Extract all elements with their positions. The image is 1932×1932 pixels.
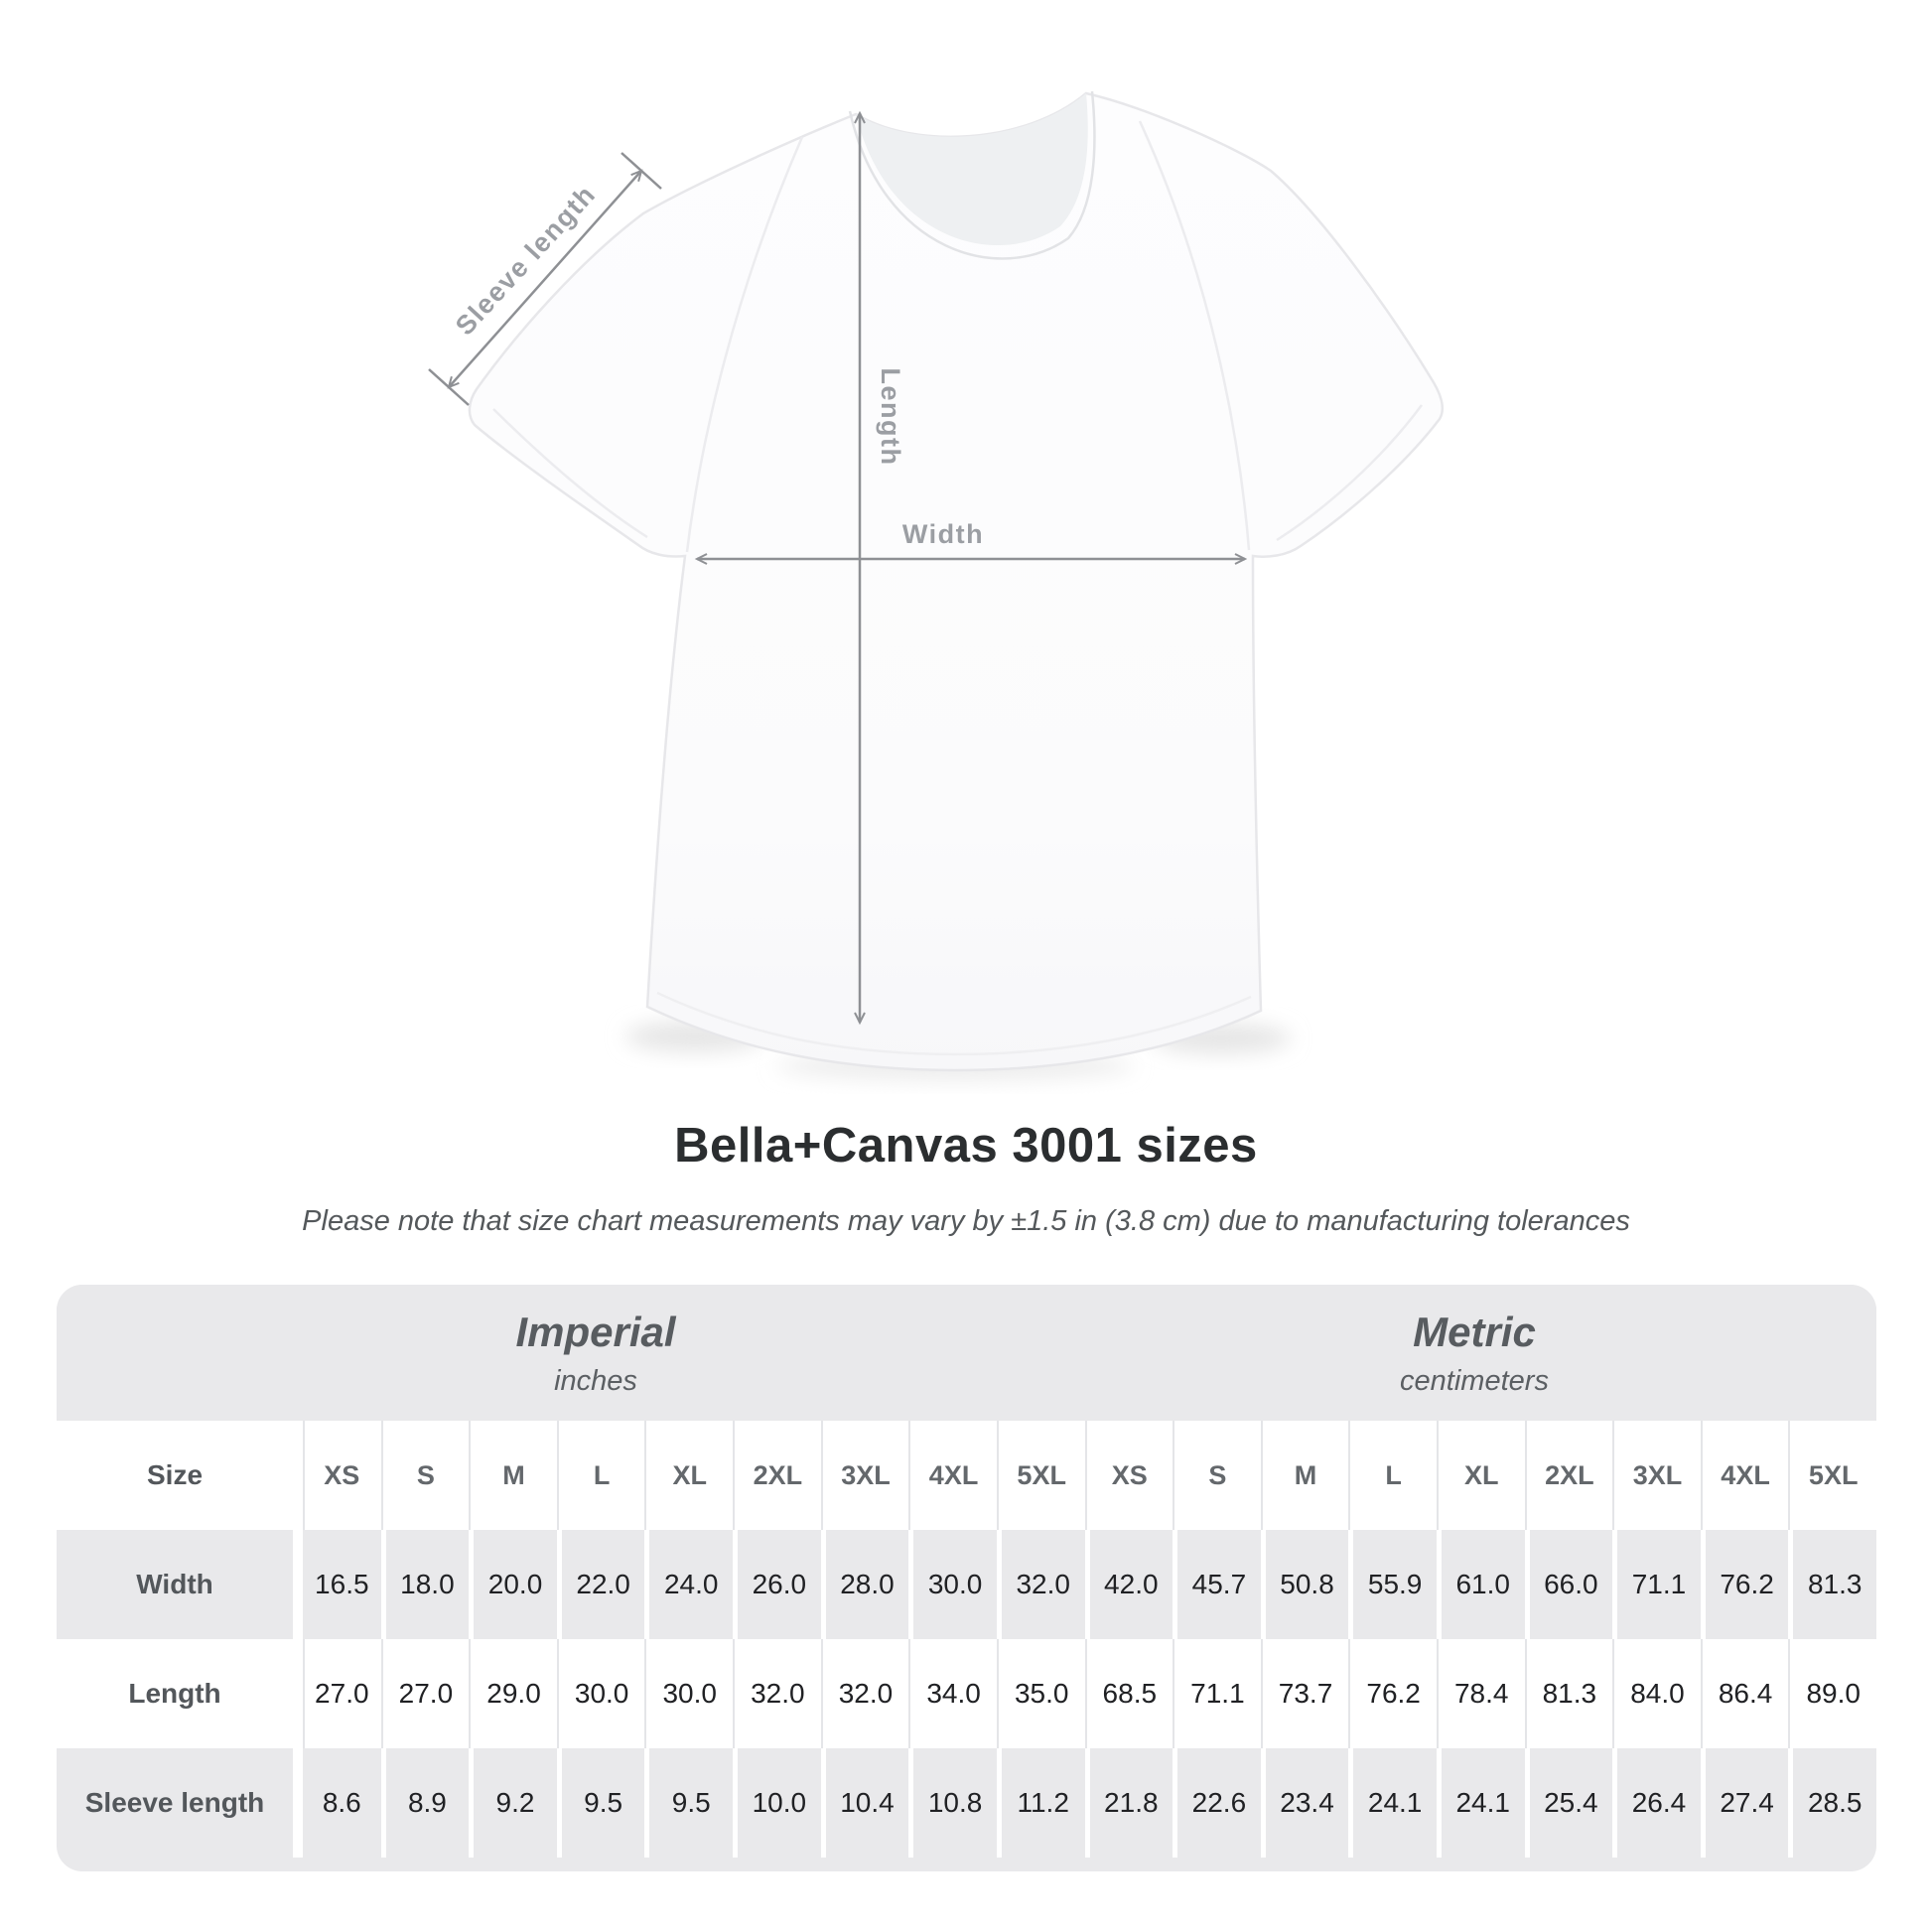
tshirt-measurement-diagram: Sleeve length Length Width	[428, 90, 1444, 1080]
table-cell: 76.2	[1700, 1530, 1789, 1639]
table-cell: 81.3	[1524, 1639, 1613, 1748]
table-cell: 27.0	[380, 1639, 470, 1748]
table-cell: 29.0	[469, 1639, 557, 1748]
row-label: Sleeve length	[84, 1787, 265, 1818]
table-cell: 10.8	[908, 1748, 997, 1858]
table-cell: 22.0	[556, 1530, 645, 1639]
table-cell: 89.0	[1788, 1639, 1876, 1748]
table-cell: 32.0	[733, 1639, 821, 1748]
size-header: 4XL	[908, 1421, 997, 1530]
table-cell: 76.2	[1348, 1639, 1437, 1748]
table-cell: 30.0	[908, 1530, 997, 1639]
size-header: XS	[293, 1421, 381, 1530]
table-cell: 55.9	[1348, 1530, 1437, 1639]
table-cell: 21.8	[1084, 1748, 1173, 1858]
table-cell: 24.0	[644, 1530, 733, 1639]
table-cell: 9.5	[556, 1748, 645, 1858]
size-header: XS	[1084, 1421, 1173, 1530]
table-cell: 32.0	[820, 1639, 909, 1748]
table-cell: 81.3	[1788, 1530, 1876, 1639]
table-cell: 27.4	[1700, 1748, 1789, 1858]
table-cell: 8.6	[293, 1748, 381, 1858]
table-cell: 34.0	[908, 1639, 997, 1748]
table-cell: 9.2	[469, 1748, 557, 1858]
table-cell: 86.4	[1700, 1639, 1789, 1748]
table-row-length: Length 27.0 27.0 29.0 30.0 30.0 32.0 32.…	[57, 1639, 1876, 1748]
units-header: Imperial inches Metric centimeters	[57, 1285, 1876, 1421]
size-header: 2XL	[1524, 1421, 1613, 1530]
row-label: Width	[136, 1569, 213, 1599]
table-cell: 20.0	[469, 1530, 557, 1639]
table-cell: 42.0	[1084, 1530, 1173, 1639]
table-cell: 18.0	[380, 1530, 470, 1639]
row-label: Length	[128, 1678, 221, 1709]
table-row-width: Width 16.5 18.0 20.0 22.0 24.0 26.0 28.0…	[57, 1530, 1876, 1639]
size-header: S	[380, 1421, 470, 1530]
table-cell: 71.1	[1612, 1530, 1701, 1639]
metric-label: Metric	[1413, 1309, 1536, 1355]
table-cell: 61.0	[1436, 1530, 1525, 1639]
table-cell: 26.4	[1612, 1748, 1701, 1858]
table-cell: 8.9	[380, 1748, 470, 1858]
page-subtitle: Please note that size chart measurements…	[302, 1205, 1630, 1237]
table-cell: 27.0	[293, 1639, 381, 1748]
table-cell: 35.0	[996, 1639, 1085, 1748]
table-cell: 50.8	[1260, 1530, 1349, 1639]
table-cell: 30.0	[644, 1639, 733, 1748]
size-header: 3XL	[1612, 1421, 1701, 1530]
table-cell: 25.4	[1524, 1748, 1613, 1858]
size-header: M	[1260, 1421, 1349, 1530]
table-cell: 78.4	[1436, 1639, 1525, 1748]
size-header: XL	[1436, 1421, 1525, 1530]
collar-opening	[856, 93, 1088, 246]
table-cell: 68.5	[1084, 1639, 1173, 1748]
page-title: Bella+Canvas 3001 sizes	[674, 1119, 1258, 1173]
table-cell: 22.6	[1173, 1748, 1261, 1858]
table-cell: 28.0	[820, 1530, 909, 1639]
table-cell: 30.0	[556, 1639, 645, 1748]
imperial-unit-group: Imperial inches	[515, 1309, 675, 1398]
sleeve-length-arrow	[428, 152, 662, 406]
table-cell: 11.2	[996, 1748, 1085, 1858]
collar-seam	[848, 90, 1096, 260]
table-cell: 26.0	[733, 1530, 821, 1639]
table-row-sleeve-length: Sleeve length 8.6 8.9 9.2 9.5 9.5 10.0 1…	[57, 1748, 1876, 1858]
size-header: 4XL	[1700, 1421, 1789, 1530]
table-cell: 24.1	[1436, 1748, 1525, 1858]
size-header: M	[469, 1421, 557, 1530]
size-table: Imperial inches Metric centimeters Size …	[57, 1285, 1876, 1871]
table-cell: 71.1	[1173, 1639, 1261, 1748]
table-cell: 10.4	[820, 1748, 909, 1858]
imperial-label: Imperial	[515, 1309, 676, 1355]
size-header: XL	[644, 1421, 733, 1530]
table-cell: 24.1	[1348, 1748, 1437, 1858]
metric-unit-group: Metric centimeters	[1400, 1309, 1549, 1398]
size-header: 3XL	[820, 1421, 909, 1530]
table-cell: 66.0	[1524, 1530, 1613, 1639]
size-header: L	[1348, 1421, 1437, 1530]
table-cell: 32.0	[996, 1530, 1085, 1639]
table-cell: 16.5	[293, 1530, 381, 1639]
table-cell: 10.0	[733, 1748, 821, 1858]
metric-unit: centimeters	[1400, 1365, 1549, 1397]
table-cell: 45.7	[1173, 1530, 1261, 1639]
size-header: S	[1173, 1421, 1261, 1530]
tshirt-photo	[468, 90, 1444, 1072]
table-cell: 23.4	[1260, 1748, 1349, 1858]
size-header: 5XL	[996, 1421, 1085, 1530]
table-cell: 28.5	[1788, 1748, 1876, 1858]
size-header: L	[556, 1421, 645, 1530]
width-label: Width	[902, 519, 984, 549]
size-corner-header: Size	[146, 1459, 204, 1490]
table-cell: 9.5	[644, 1748, 733, 1858]
size-header: 5XL	[1788, 1421, 1876, 1530]
imperial-unit: inches	[554, 1365, 637, 1397]
size-header-row: Size XS S M L XL 2XL 3XL 4XL 5XL XS S M …	[57, 1421, 1876, 1530]
table-cell: 84.0	[1612, 1639, 1701, 1748]
length-label: Length	[876, 368, 905, 467]
size-header: 2XL	[733, 1421, 821, 1530]
table-cell: 73.7	[1260, 1639, 1349, 1748]
